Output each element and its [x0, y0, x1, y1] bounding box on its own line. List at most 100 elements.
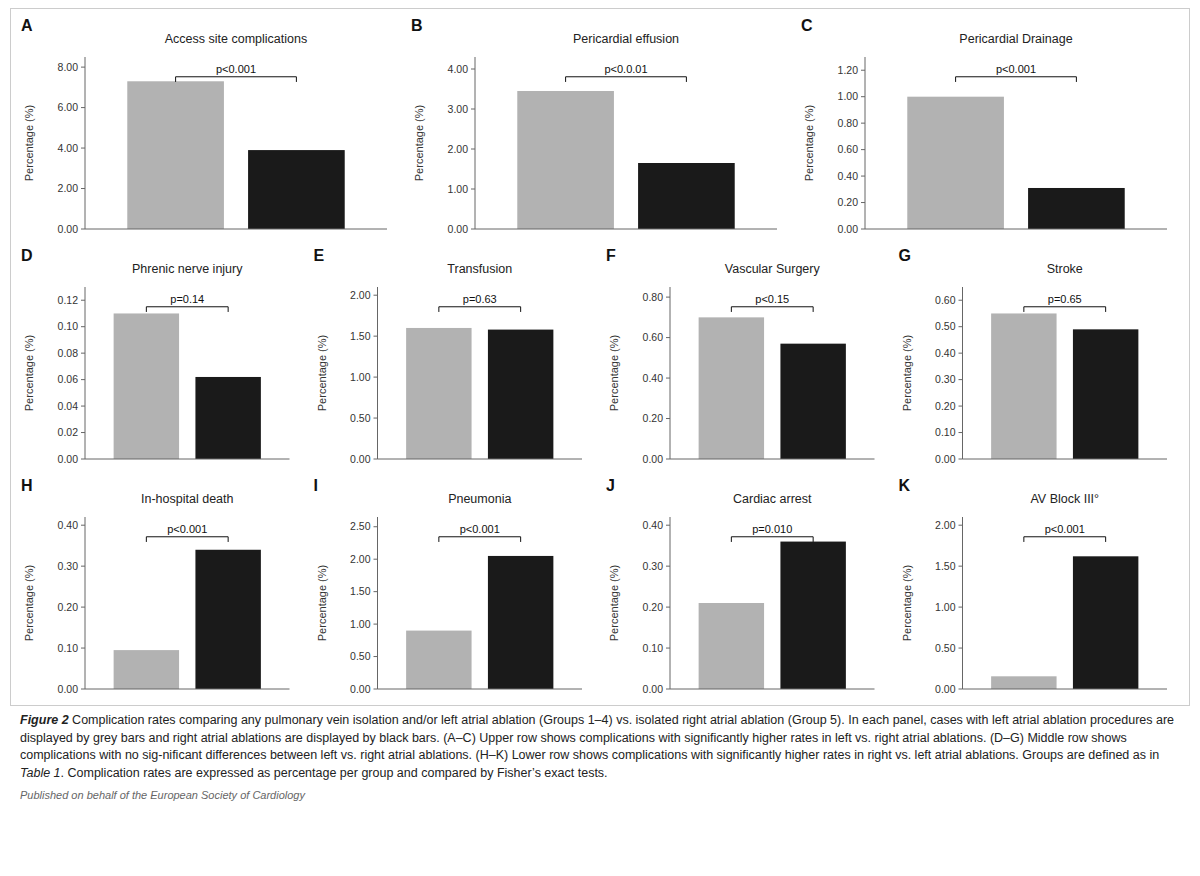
p-value: p<0.001: [167, 523, 207, 535]
significance-bracket: [566, 77, 687, 82]
caption: Figure 2 Complication rates comparing an…: [20, 712, 1180, 803]
tick-mark: [959, 326, 963, 327]
tick-label: 2.00: [350, 553, 371, 565]
tick-mark: [471, 189, 475, 190]
tick-label: 0.12: [58, 294, 79, 306]
tick-mark: [666, 297, 670, 298]
panel-label: C: [801, 17, 813, 34]
axis-label: Percentage (%): [803, 105, 815, 181]
bar: [907, 97, 1004, 229]
y-axis: [865, 57, 866, 229]
tick-label: 2.50: [350, 520, 371, 532]
tick-label: 0.30: [643, 560, 664, 572]
y-axis: [85, 287, 86, 459]
bar: [1073, 556, 1138, 689]
panel: DPhrenic nerve injuryPercentage (%)0.000…: [21, 247, 290, 465]
y-axis: [962, 517, 963, 689]
tick-mark: [81, 326, 85, 327]
tick-label: 2.00: [935, 519, 956, 531]
axis-label: Percentage (%): [901, 335, 913, 411]
tick-label: 3.00: [448, 103, 469, 115]
tick-mark: [81, 379, 85, 380]
figure-number: Figure 2: [20, 713, 69, 727]
tick-label: 0.06: [58, 373, 79, 385]
bar: [127, 81, 224, 229]
tick-mark: [374, 559, 378, 560]
tick-mark: [959, 300, 963, 301]
panel-label: H: [21, 477, 33, 494]
panel-title: Pneumonia: [448, 492, 511, 506]
tick-mark: [861, 229, 865, 230]
tick-label: 1.00: [935, 601, 956, 613]
bar: [406, 631, 471, 689]
tick-mark: [81, 459, 85, 460]
tick-mark: [666, 418, 670, 419]
significance-bracket: [146, 537, 228, 542]
tick-mark: [374, 295, 378, 296]
tick-label: 0.50: [350, 650, 371, 662]
tick-label: 0.20: [58, 601, 79, 613]
tick-label: 1.50: [350, 330, 371, 342]
tick-mark: [666, 337, 670, 338]
tick-label: 1.50: [935, 560, 956, 572]
p-value: p<0.001: [996, 63, 1036, 75]
x-axis: [378, 459, 583, 460]
tick-label: 0.00: [643, 683, 664, 695]
tick-label: 1.00: [838, 90, 859, 102]
tick-mark: [81, 300, 85, 301]
tick-label: 0.00: [58, 683, 79, 695]
bars: [114, 550, 261, 689]
bars: [406, 556, 553, 689]
tick-mark: [374, 624, 378, 625]
tick-mark: [374, 336, 378, 337]
y-axis: [670, 517, 671, 689]
bars: [127, 81, 344, 229]
tick-mark: [959, 525, 963, 526]
tick-label: 0.40: [643, 372, 664, 384]
bars: [991, 556, 1138, 689]
tick-label: 0.00: [935, 683, 956, 695]
tick-mark: [81, 229, 85, 230]
tick-label: 0.02: [58, 426, 79, 438]
tick-mark: [666, 648, 670, 649]
bar: [114, 313, 179, 459]
x-axis: [85, 459, 290, 460]
p-value: p=0.65: [1048, 293, 1082, 305]
tick-mark: [959, 689, 963, 690]
tick-mark: [81, 525, 85, 526]
tick-mark: [471, 149, 475, 150]
tick-label: 0.10: [58, 642, 79, 654]
panel: CPericardial DrainagePercentage (%)0.000…: [801, 17, 1167, 235]
bars: [907, 97, 1124, 229]
y-axis: [475, 57, 476, 229]
panel: ETransfusionPercentage (%)0.000.501.001.…: [314, 247, 583, 465]
tick-label: 0.20: [643, 412, 664, 424]
tick-label: 1.00: [350, 371, 371, 383]
tick-mark: [959, 607, 963, 608]
tick-label: 1.00: [448, 183, 469, 195]
tick-mark: [81, 432, 85, 433]
tick-label: 0.04: [58, 400, 79, 412]
y-axis: [377, 517, 378, 689]
x-axis: [378, 689, 583, 690]
bar: [195, 377, 260, 459]
tick-mark: [666, 607, 670, 608]
tick-mark: [81, 148, 85, 149]
caption-body: Complication rates comparing any pulmona…: [20, 713, 1174, 762]
tick-label: 0.60: [935, 294, 956, 306]
x-axis: [475, 229, 777, 230]
significance-bracket: [731, 537, 813, 542]
panel-title: Vascular Surgery: [725, 262, 821, 276]
bar: [488, 330, 553, 459]
tick-mark: [471, 229, 475, 230]
panel: GStrokePercentage (%)0.000.100.200.300.4…: [899, 247, 1168, 465]
tick-mark: [81, 353, 85, 354]
tick-mark: [374, 591, 378, 592]
tick-label: 1.50: [350, 585, 371, 597]
bar: [488, 556, 553, 689]
tick-label: 0.10: [58, 320, 79, 332]
panel-title: Stroke: [1047, 262, 1083, 276]
tick-mark: [81, 689, 85, 690]
tick-label: 4.00: [448, 63, 469, 75]
y-axis: [85, 517, 86, 689]
